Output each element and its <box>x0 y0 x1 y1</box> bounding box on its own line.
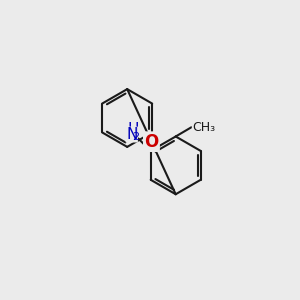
Text: O: O <box>144 133 159 151</box>
Text: H: H <box>128 122 139 137</box>
Text: 2: 2 <box>132 132 140 142</box>
Text: CH₃: CH₃ <box>192 121 215 134</box>
Text: N: N <box>126 127 137 142</box>
